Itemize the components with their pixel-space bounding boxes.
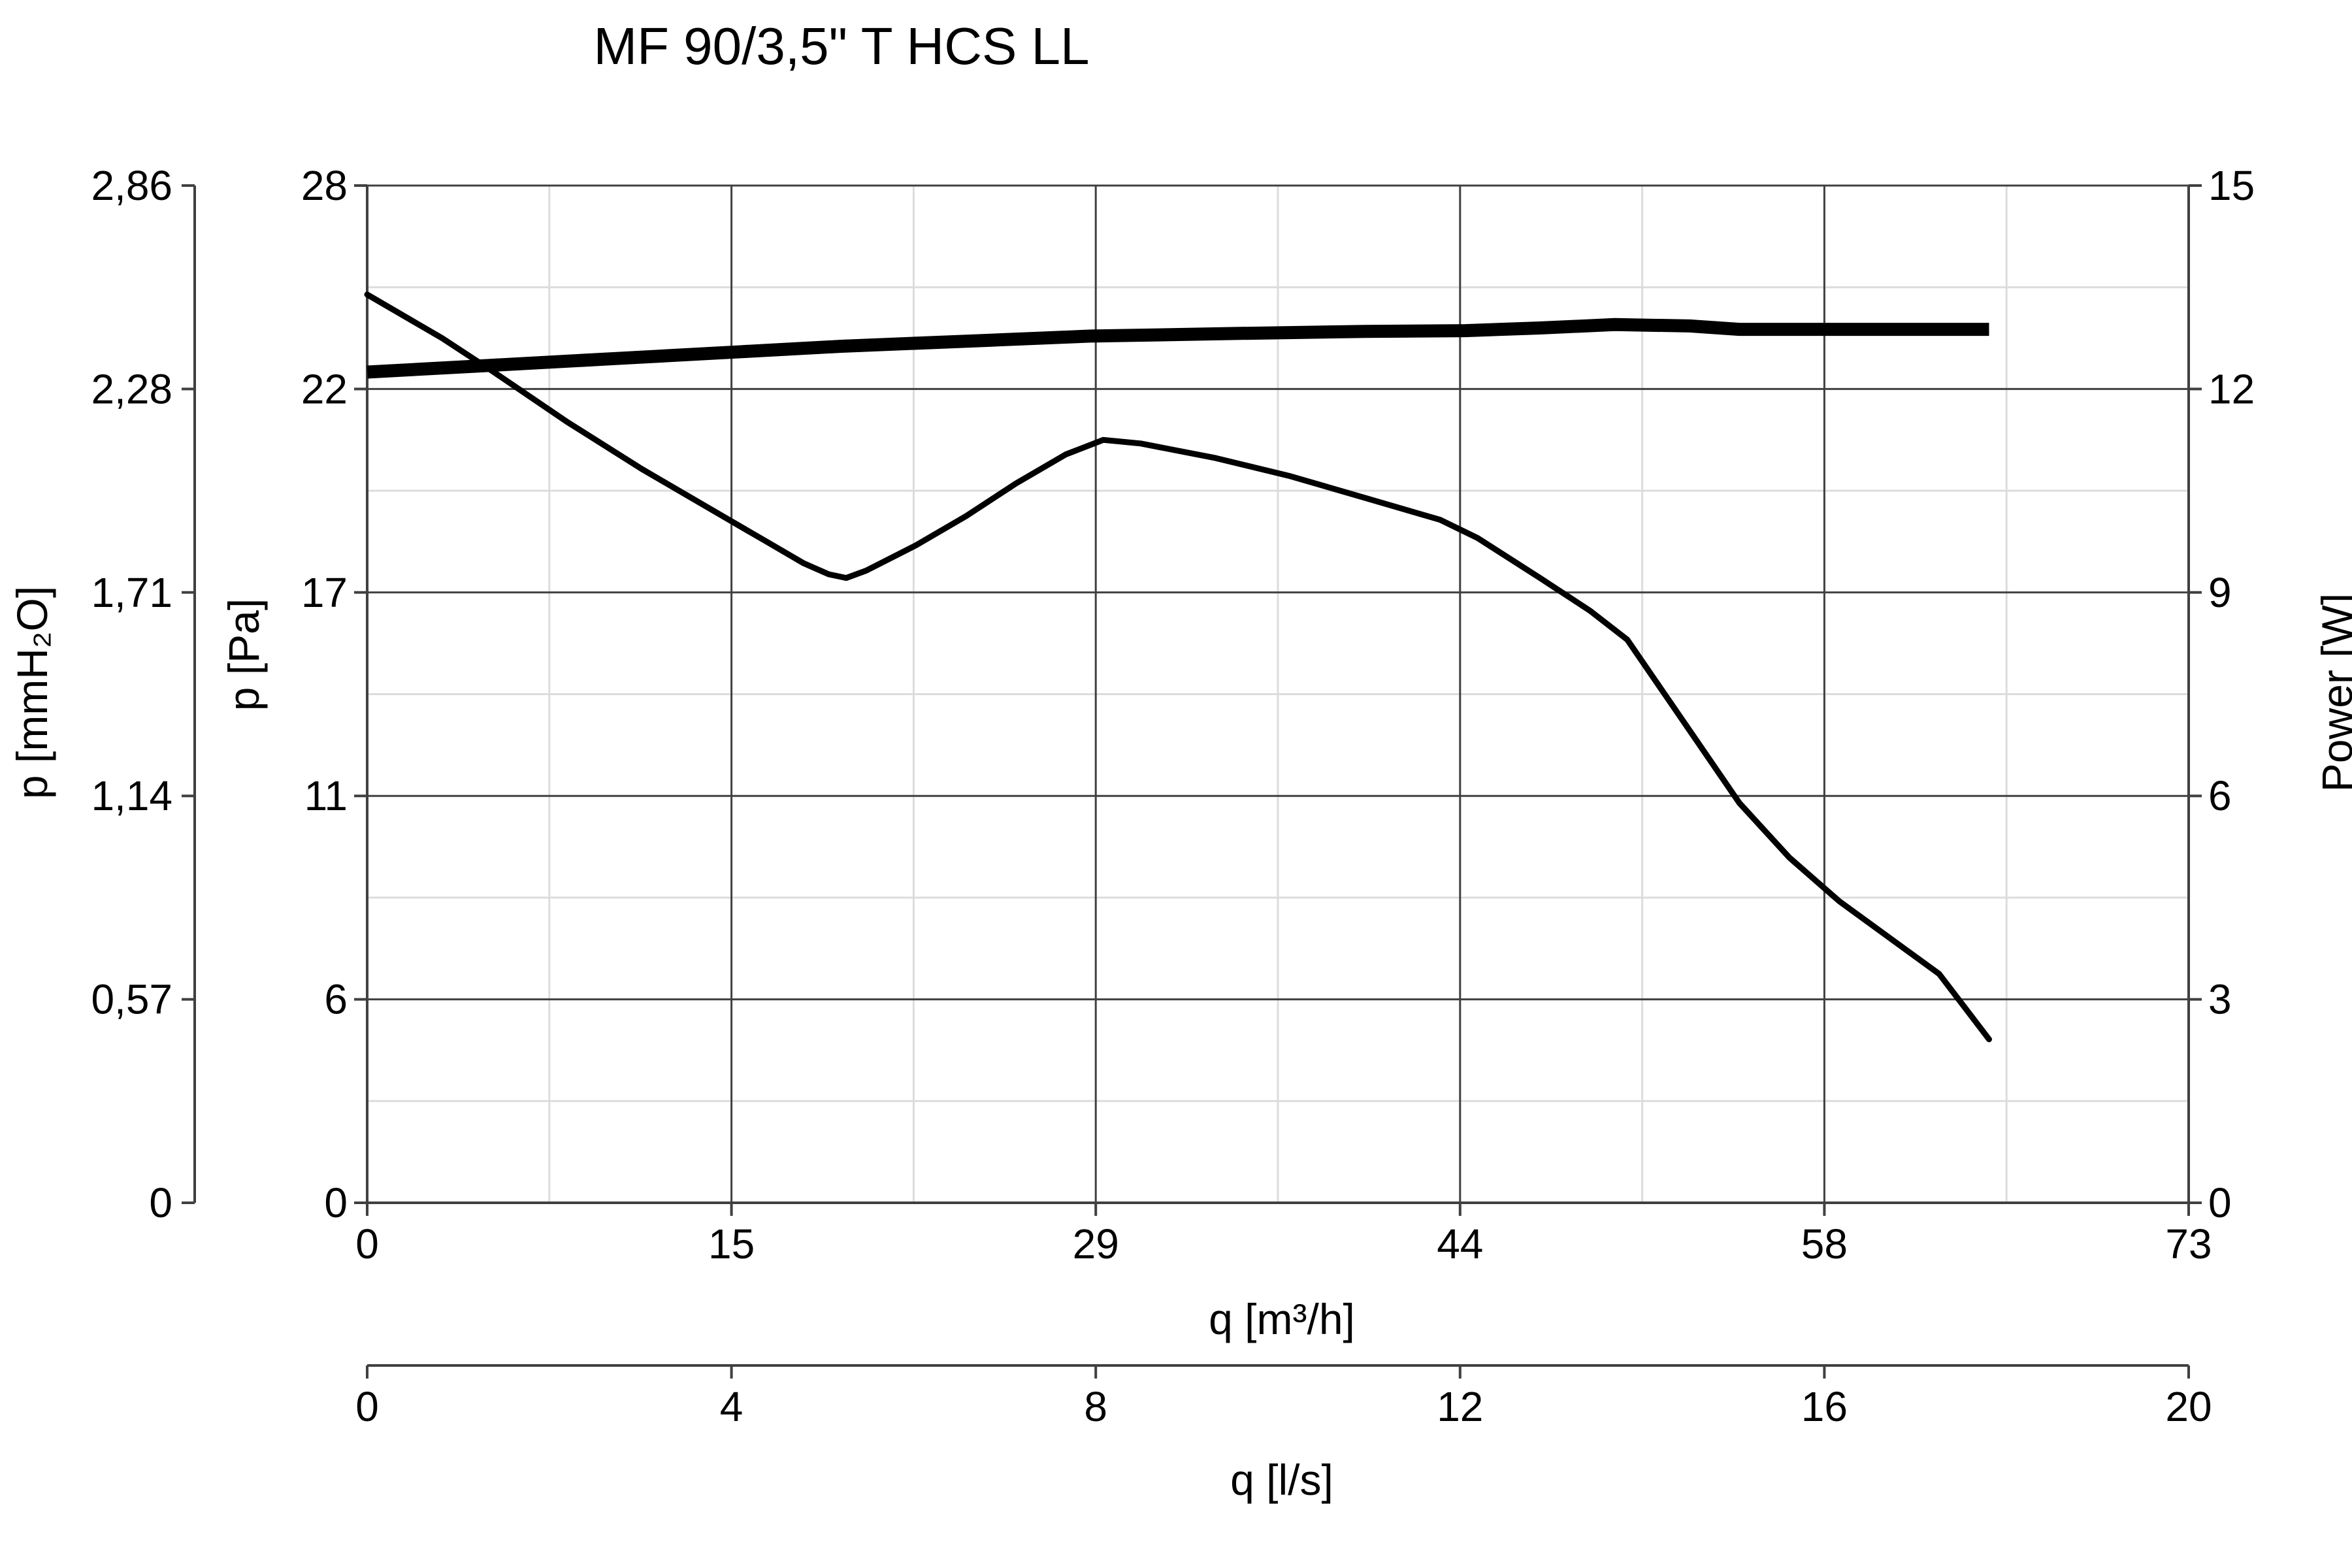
power-tick-label: 0 xyxy=(2208,1179,2232,1226)
power-tick-label: 15 xyxy=(2208,162,2255,209)
y3-axis-label: Power [W] xyxy=(2313,593,2352,792)
y2-tick-label: 2,28 xyxy=(91,365,172,412)
x-tick-label: 15 xyxy=(708,1220,755,1267)
y2-axis-label: p [mmH₂O] xyxy=(8,586,56,799)
power-tick-label: 6 xyxy=(2208,772,2232,819)
y-tick-label: 22 xyxy=(301,365,348,412)
pressure-curve xyxy=(364,291,1992,1043)
power-curve xyxy=(367,318,1989,379)
x2-tick-label: 16 xyxy=(1801,1383,1848,1430)
y2-tick-label: 0,57 xyxy=(91,976,172,1023)
y-tick-label: 17 xyxy=(301,569,348,616)
y-tick-label: 28 xyxy=(301,162,348,209)
y2-tick-label: 1,71 xyxy=(91,569,172,616)
x2-tick-label: 8 xyxy=(1084,1383,1107,1430)
y-axis-label: p [Pa] xyxy=(220,598,268,711)
power-tick-label: 9 xyxy=(2208,569,2232,616)
x-tick-label: 29 xyxy=(1073,1220,1119,1267)
power-tick-label: 12 xyxy=(2208,365,2255,412)
chart-title: MF 90/3,5" T HCS LL xyxy=(593,17,1089,75)
x2-tick-label: 20 xyxy=(2165,1383,2212,1430)
x-tick-label: 44 xyxy=(1437,1220,1483,1267)
data-series xyxy=(364,291,1992,1043)
x-tick-label: 0 xyxy=(355,1220,379,1267)
x-tick-label: 73 xyxy=(2165,1220,2212,1267)
x2-tick-label: 4 xyxy=(720,1383,743,1430)
y-tick-label: 0 xyxy=(324,1179,348,1226)
x-axis-label: q [m³/h] xyxy=(1209,1295,1355,1343)
x-tick-label: 58 xyxy=(1801,1220,1848,1267)
x2-axis-label: q [l/s] xyxy=(1230,1456,1333,1504)
axes xyxy=(182,184,2202,1379)
x2-tick-label: 0 xyxy=(355,1383,379,1430)
y2-tick-label: 2,86 xyxy=(91,162,172,209)
power-tick-label: 3 xyxy=(2208,976,2232,1023)
x2-tick-label: 12 xyxy=(1437,1383,1483,1430)
minor-gridlines xyxy=(367,186,2189,1203)
y-tick-label: 6 xyxy=(324,976,348,1023)
y2-tick-label: 1,14 xyxy=(91,772,172,819)
y2-tick-label: 0 xyxy=(149,1179,172,1226)
y-tick-label: 11 xyxy=(304,772,348,819)
